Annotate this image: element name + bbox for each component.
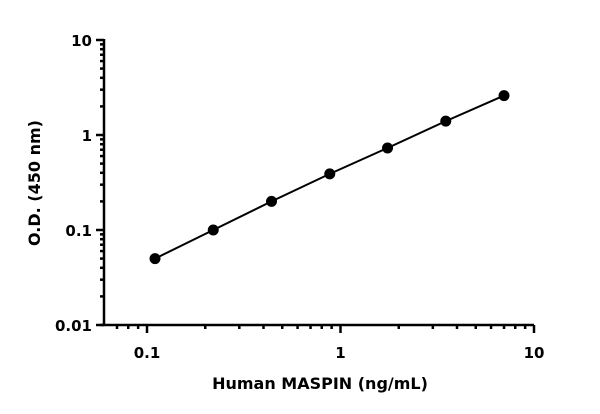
data-point	[498, 90, 510, 102]
y-axis-label: O.D. (450 nm)	[25, 120, 44, 246]
x-tick-label: 0.1	[134, 344, 161, 362]
data-point	[266, 195, 278, 207]
x-tick-label: 10	[524, 344, 545, 362]
y-tick-label: 0.01	[55, 317, 92, 335]
data-point	[440, 115, 452, 127]
y-tick-label: 10	[71, 32, 92, 50]
y-tick-label: 0.1	[65, 222, 92, 240]
y-tick-label: 1	[82, 127, 92, 145]
tick-labels: 0.1 1 10 0.01 0.1 1 10	[55, 32, 544, 362]
series	[149, 90, 510, 265]
data-point	[382, 142, 394, 154]
ticks	[96, 38, 536, 333]
x-axis-label: Human MASPIN (ng/mL)	[212, 374, 428, 393]
data-point	[149, 253, 161, 265]
data-point	[324, 168, 336, 180]
data-point	[207, 224, 219, 236]
x-tick-label: 1	[335, 344, 345, 362]
